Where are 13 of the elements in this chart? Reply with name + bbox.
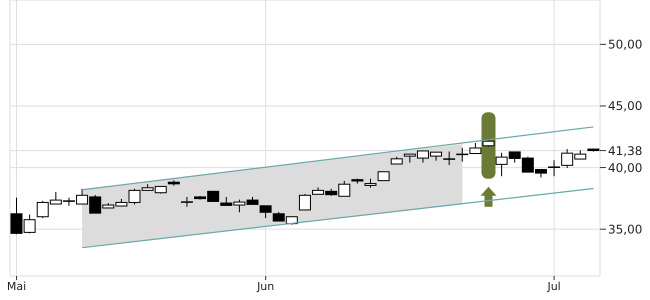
y-tick-label: 41,38 (608, 144, 642, 158)
y-tick-label: 35,00 (608, 222, 642, 236)
x-tick-label: Jul (546, 280, 561, 293)
candlestick (443, 151, 456, 166)
y-tick-label: 50,00 (608, 38, 642, 52)
candlestick (180, 196, 193, 208)
x-tick-label: Jun (256, 280, 274, 293)
y-tick-label: 45,00 (608, 99, 642, 114)
candlestick (298, 193, 311, 210)
x-tick-label: Mai (6, 280, 26, 293)
candlestick (548, 160, 560, 177)
candlestick (260, 205, 272, 219)
y-tick-label: 40,00 (608, 160, 642, 175)
